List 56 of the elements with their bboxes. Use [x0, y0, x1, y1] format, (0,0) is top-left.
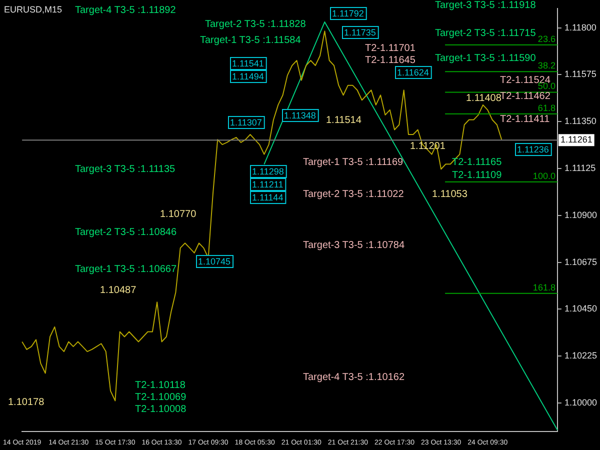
y-tick-label: 1.10000: [564, 398, 598, 408]
annotation: 1.11408: [466, 92, 502, 104]
annotation: Target-3 T3-5 :1.10784: [303, 240, 405, 251]
annotation: 1.10745: [198, 256, 231, 266]
annotation: T2-1.11109: [452, 170, 502, 181]
annotation: Target-1 T3-5 :1.10667: [75, 264, 177, 275]
y-tick-label: 1.11800: [564, 22, 596, 32]
annotation: Target-2 T3-5 :1.11828: [205, 18, 306, 30]
annotation: 61.8: [538, 102, 556, 113]
annotation: 1.11735: [344, 27, 376, 38]
annotation: T2-1.10069: [135, 392, 187, 403]
y-tick-label: 1.10450: [564, 304, 598, 314]
annotation: 38.2: [538, 60, 556, 71]
annotation: 1.11211: [252, 179, 284, 190]
annotation: T2-1.11462: [500, 90, 551, 102]
annotation: 161.8: [532, 282, 556, 292]
annotation: 1.11348: [284, 110, 316, 120]
annotation: 1.11053: [432, 188, 468, 200]
annotation: T2-1.11411: [500, 114, 550, 125]
annotation: Target-3 T3-5 :1.11135: [75, 164, 176, 175]
annotation: Target-4 T3-5 :1.10162: [303, 372, 405, 383]
annotation: 1.11792: [332, 8, 364, 18]
annotation: Target-3 T3-5 :1.11918: [435, 0, 536, 11]
y-tick-label: 1.11125: [564, 162, 596, 173]
annotation: 23.6: [538, 34, 556, 44]
annotation: 1.11144: [252, 192, 284, 202]
annotation: 1.10487: [100, 284, 137, 296]
annotation: 1.10178: [8, 396, 45, 408]
y-tick-label: 1.10225: [564, 350, 598, 361]
annotation: Target-2 T3-5 :1.10846: [75, 226, 177, 238]
annotation: 100.0: [532, 170, 556, 181]
annotation: 1.11494: [232, 71, 264, 82]
annotation: 1.11307: [230, 117, 262, 128]
annotation: 1.11514: [326, 114, 362, 126]
annotation: 1.11236: [517, 144, 549, 154]
annotation: 1.11541: [232, 58, 264, 68]
annotation: Target-2 T3-5 :1.11022: [303, 188, 404, 200]
annotation: Target-1 T3-5 :1.11590: [435, 52, 536, 64]
y-tick-label: 1.10675: [564, 256, 598, 267]
ref-line-label: 1.11261: [560, 134, 592, 145]
y-tick-label: 1.11575: [564, 69, 596, 80]
annotation: T2-1.11165: [452, 156, 502, 168]
annotation: Target-2 T3-5 :1.11715: [435, 28, 536, 39]
annotation: Target-1 T3-5 :1.11584: [200, 34, 302, 46]
chart-title: EURUSD,M15: [4, 4, 62, 14]
annotation: Target-1 T3-5 :1.11169: [303, 156, 404, 168]
annotation: 1.11624: [397, 67, 429, 78]
annotation: T2-1.10118: [135, 380, 186, 391]
y-tick-label: 1.10900: [564, 210, 598, 220]
annotation: T2-1.10008: [135, 404, 187, 415]
annotation: T2-1.11701: [365, 42, 416, 54]
annotation: T2-1.11645: [365, 54, 416, 66]
annotation: 1.10770: [160, 208, 197, 220]
annotation: 1.11298: [252, 166, 284, 176]
y-tick-label: 1.11350: [564, 116, 596, 126]
annotation: Target-4 T3-5 :1.11892: [75, 4, 176, 16]
